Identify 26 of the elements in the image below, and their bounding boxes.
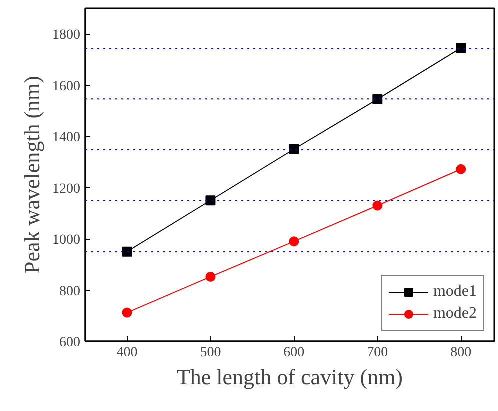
point [372, 200, 383, 211]
x-tick-label: 700 [367, 346, 388, 360]
y-tick-label: 1800 [52, 28, 80, 44]
point [456, 164, 466, 174]
y-tick-label: 600 [60, 336, 80, 350]
point [372, 94, 383, 104]
y-axis-title: Peak wavelength (nm) [20, 76, 44, 274]
point [122, 246, 132, 257]
point [206, 196, 216, 206]
legend-label: mode1 [433, 283, 477, 301]
point [122, 308, 132, 318]
x-axis-title: The length of cavity (nm) [176, 364, 404, 390]
x-tick-label: 800 [450, 346, 472, 360]
point [206, 272, 216, 282]
y-tick-label: 800 [60, 284, 80, 300]
legend-label: mode2 [433, 305, 477, 323]
x-tick-label: 500 [200, 346, 222, 360]
point [289, 236, 300, 247]
point [289, 144, 300, 154]
x-tick-label: 400 [116, 346, 138, 360]
point [456, 43, 466, 54]
y-tick-label: 1600 [52, 79, 80, 94]
x-tick-label: 600 [284, 346, 305, 360]
y-tick-label: 1400 [52, 130, 80, 146]
y-tick-label: 1200 [52, 182, 80, 197]
y-tick-label: 1000 [52, 233, 80, 248]
